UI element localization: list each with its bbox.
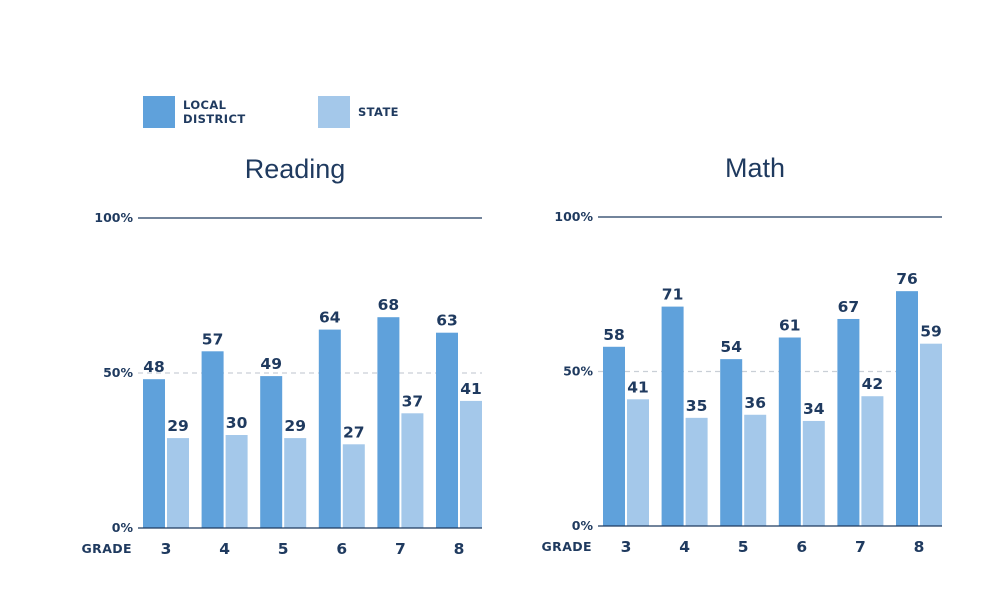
reading-bar-state-grade-7 [401, 413, 424, 528]
reading-bar-state-grade-8 [460, 400, 482, 528]
reading-value-label-local: 48 [143, 358, 165, 376]
reading-bar-local-grade-3 [143, 379, 165, 528]
math-value-label-state: 59 [920, 323, 942, 341]
reading-ytick-label: 50% [103, 365, 133, 380]
math-bar-local-grade-4 [661, 306, 684, 526]
math-value-label-local: 67 [838, 298, 860, 316]
math-value-label-state: 36 [744, 394, 766, 412]
reading-bar-local-grade-4 [201, 351, 224, 528]
math-bar-local-grade-5 [720, 359, 743, 526]
math-category-label: 5 [738, 538, 749, 556]
legend-swatch-state [318, 96, 350, 128]
reading-value-label-local: 64 [319, 309, 341, 327]
reading-value-label-state: 37 [402, 392, 424, 410]
reading-category-label: 6 [336, 540, 347, 558]
math-category-label: 7 [855, 538, 866, 556]
math-value-label-state: 41 [627, 378, 649, 396]
reading-bar-local-grade-6 [318, 329, 341, 528]
reading-bar-state-grade-5 [284, 438, 307, 528]
reading-value-label-state: 30 [226, 414, 248, 432]
reading-bar-local-grade-7 [377, 317, 400, 528]
math-ytick-label: 100% [554, 209, 593, 224]
math-bar-state-grade-8 [920, 343, 942, 526]
reading-category-label: 3 [161, 540, 172, 558]
math-bar-state-grade-5 [744, 414, 767, 526]
math-chart-title: Math [725, 153, 785, 183]
math-category-label: 6 [796, 538, 807, 556]
math-value-label-local: 58 [603, 326, 625, 344]
math-value-label-local: 71 [662, 286, 684, 304]
reading-bar-state-grade-3 [167, 438, 189, 528]
math-xaxis-label: GRADE [542, 539, 592, 554]
reading-category-label: 4 [219, 540, 230, 558]
math-bar-local-grade-8 [896, 291, 918, 526]
math-bar-state-grade-3 [627, 399, 649, 526]
math-value-label-state: 34 [803, 400, 825, 418]
reading-value-label-state: 29 [284, 417, 306, 435]
reading-category-label: 7 [395, 540, 406, 558]
legend-swatch-local-district [143, 96, 175, 128]
math-value-label-state: 35 [686, 397, 708, 415]
reading-ytick-label: 0% [112, 520, 134, 535]
reading-bar-state-grade-6 [342, 444, 365, 528]
math-category-label: 3 [621, 538, 632, 556]
legend: LOCAL DISTRICT STATE [143, 96, 443, 130]
reading-value-label-local: 57 [202, 330, 224, 348]
reading-value-label-local: 49 [260, 355, 282, 373]
math-value-label-local: 61 [779, 317, 801, 335]
reading-value-label-local: 68 [378, 296, 400, 314]
legend-label-state: STATE [358, 105, 399, 119]
legend-label-local-district: LOCAL DISTRICT [183, 98, 246, 126]
reading-bar-local-grade-8 [436, 332, 458, 528]
math-bar-local-grade-6 [778, 337, 801, 526]
reading-value-label-state: 29 [167, 417, 189, 435]
math-bar-local-grade-3 [603, 346, 625, 526]
reading-bar-local-grade-5 [260, 376, 283, 528]
math-value-label-local: 54 [720, 338, 742, 356]
reading-category-label: 5 [278, 540, 289, 558]
reading-value-label-local: 63 [436, 312, 458, 330]
math-bar-state-grade-6 [802, 420, 825, 526]
math-bar-state-grade-4 [685, 417, 708, 526]
reading-value-label-state: 41 [460, 380, 482, 398]
math-bar-state-grade-7 [861, 396, 884, 526]
reading-value-label-state: 27 [343, 423, 365, 441]
reading-xaxis-label: GRADE [82, 541, 132, 556]
math-category-label: 4 [679, 538, 690, 556]
reading-bar-state-grade-4 [225, 435, 248, 528]
math-value-label-state: 42 [862, 375, 884, 393]
math-ytick-label: 50% [563, 364, 593, 379]
reading-category-label: 8 [454, 540, 465, 558]
reading-chart-title: Reading [245, 154, 346, 184]
math-bar-local-grade-7 [837, 318, 860, 526]
math-value-label-local: 76 [896, 270, 918, 288]
math-ytick-label: 0% [572, 518, 594, 533]
reading-ytick-label: 100% [94, 210, 133, 225]
math-category-label: 8 [914, 538, 925, 556]
